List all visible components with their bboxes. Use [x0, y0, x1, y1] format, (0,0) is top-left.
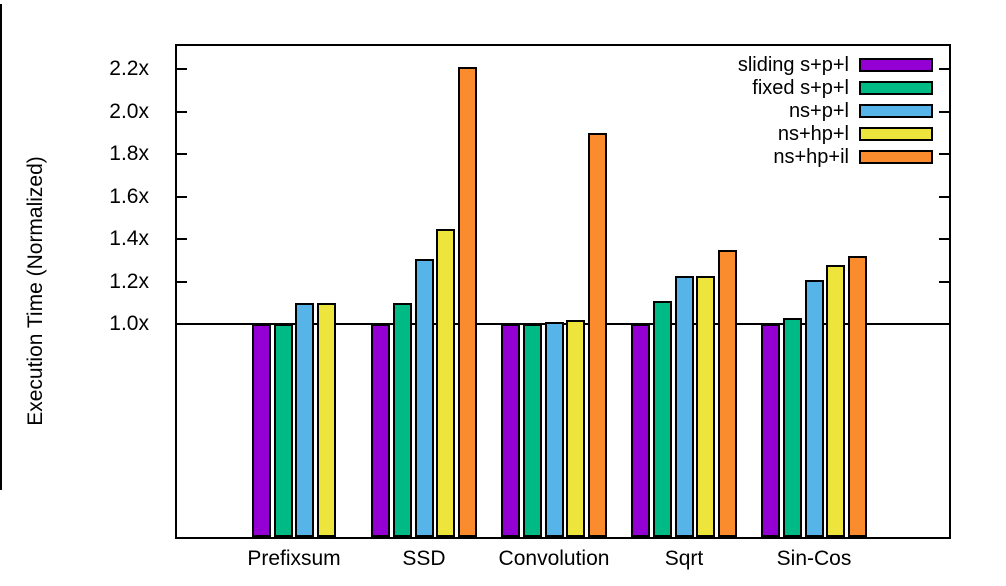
bar-sin-cos-sliding-s-p-l	[761, 324, 781, 537]
x-axis-labels: Prefixsum SSD Convolution Sqrt Sin-Cos	[0, 547, 1006, 577]
bar-sqrt-ns-hp-l	[696, 275, 716, 537]
legend-label: ns+p+l	[788, 100, 849, 122]
bar-sin-cos-fixed-s-p-l	[782, 318, 802, 537]
legend-swatch	[859, 104, 933, 118]
bar-prefixsum-sliding-s-p-l	[252, 324, 272, 537]
legend-label: sliding s+p+l	[737, 54, 849, 76]
legend-row: ns+hp+il	[738, 146, 933, 168]
legend-label: ns+hp+il	[773, 146, 849, 168]
bar-sqrt-ns-p-l	[674, 275, 694, 537]
y-tick-label: 1.8x	[109, 142, 149, 166]
y-tick-mark-left	[177, 68, 187, 71]
y-tick-label: 1.4x	[109, 227, 149, 251]
legend: sliding s+p+l fixed s+p+l ns+p+l ns+hp+l ns+…	[737, 54, 933, 173]
y-tick-mark-left	[177, 110, 187, 113]
bar-sin-cos-ns-hp-l	[826, 264, 846, 537]
y-tick-label: 2.2x	[109, 57, 149, 81]
y-tick-mark-left	[177, 280, 187, 283]
bar-sqrt-fixed-s-p-l	[652, 301, 672, 537]
bar-prefixsum-ns-hp-l	[316, 303, 336, 537]
x-tick-label-ssd: SSD	[402, 547, 446, 570]
x-tick-label-prefixsum: Prefixsum	[247, 547, 341, 570]
y-tick-mark-left	[177, 195, 187, 198]
bar-sin-cos-ns-p-l	[804, 279, 824, 537]
legend-row: fixed s+p+l	[738, 77, 933, 99]
plot-area: sliding s+p+l fixed s+p+l ns+p+l ns+hp+l ns+…	[175, 44, 951, 539]
bar-sqrt-sliding-s-p-l	[631, 324, 651, 537]
bar-ssd-ns-p-l	[414, 258, 434, 537]
y-axis-labels: 1.0x 1.2x 1.4x 1.6x 1.8x 2.0x 2.2x	[0, 44, 162, 539]
y-tick-mark-right	[939, 153, 949, 156]
y-tick-label: 1.2x	[109, 269, 149, 293]
bar-convolution-ns-p-l	[544, 322, 564, 537]
legend-row: ns+p+l	[738, 100, 933, 122]
legend-label: fixed s+p+l	[752, 77, 849, 99]
bar-convolution-fixed-s-p-l	[522, 324, 542, 537]
y-tick-mark-left	[177, 238, 187, 241]
y-tick-mark-right	[939, 238, 949, 241]
figure-left-border-line	[0, 4, 2, 490]
bar-ssd-ns-hp-l	[436, 228, 456, 537]
legend-row: sliding s+p+l	[737, 54, 933, 76]
y-tick-label: 2.0x	[109, 99, 149, 123]
y-tick-mark-right	[939, 110, 949, 113]
y-tick-mark-left	[177, 153, 187, 156]
bar-convolution-ns-hp-il	[587, 133, 607, 537]
bar-sin-cos-ns-hp-il	[847, 256, 867, 537]
legend-swatch	[859, 150, 933, 164]
y-tick-mark-right	[939, 280, 949, 283]
y-tick-mark-right	[939, 323, 949, 326]
y-tick-label: 1.0x	[109, 312, 149, 336]
x-tick-label-convolution: Convolution	[498, 547, 610, 570]
y-tick-mark-left	[177, 323, 187, 326]
bar-prefixsum-ns-p-l	[295, 303, 315, 537]
x-tick-label-sin-cos: Sin-Cos	[776, 547, 852, 570]
y-tick-label: 1.6x	[109, 184, 149, 208]
y-tick-mark-right	[939, 68, 949, 71]
bar-sqrt-ns-hp-il	[717, 250, 737, 537]
legend-swatch	[859, 81, 933, 95]
bar-ssd-fixed-s-p-l	[392, 303, 412, 537]
legend-swatch	[859, 58, 933, 72]
bar-prefixsum-fixed-s-p-l	[273, 324, 293, 537]
legend-swatch	[859, 127, 933, 141]
bar-convolution-sliding-s-p-l	[501, 324, 521, 537]
legend-row: ns+hp+l	[738, 123, 933, 145]
x-tick-label-sqrt: Sqrt	[664, 547, 704, 570]
y-tick-mark-right	[939, 195, 949, 198]
legend-label: ns+hp+l	[777, 123, 849, 145]
bar-ssd-ns-hp-il	[457, 67, 477, 537]
bar-ssd-sliding-s-p-l	[371, 324, 391, 537]
bar-convolution-ns-hp-l	[566, 320, 586, 537]
